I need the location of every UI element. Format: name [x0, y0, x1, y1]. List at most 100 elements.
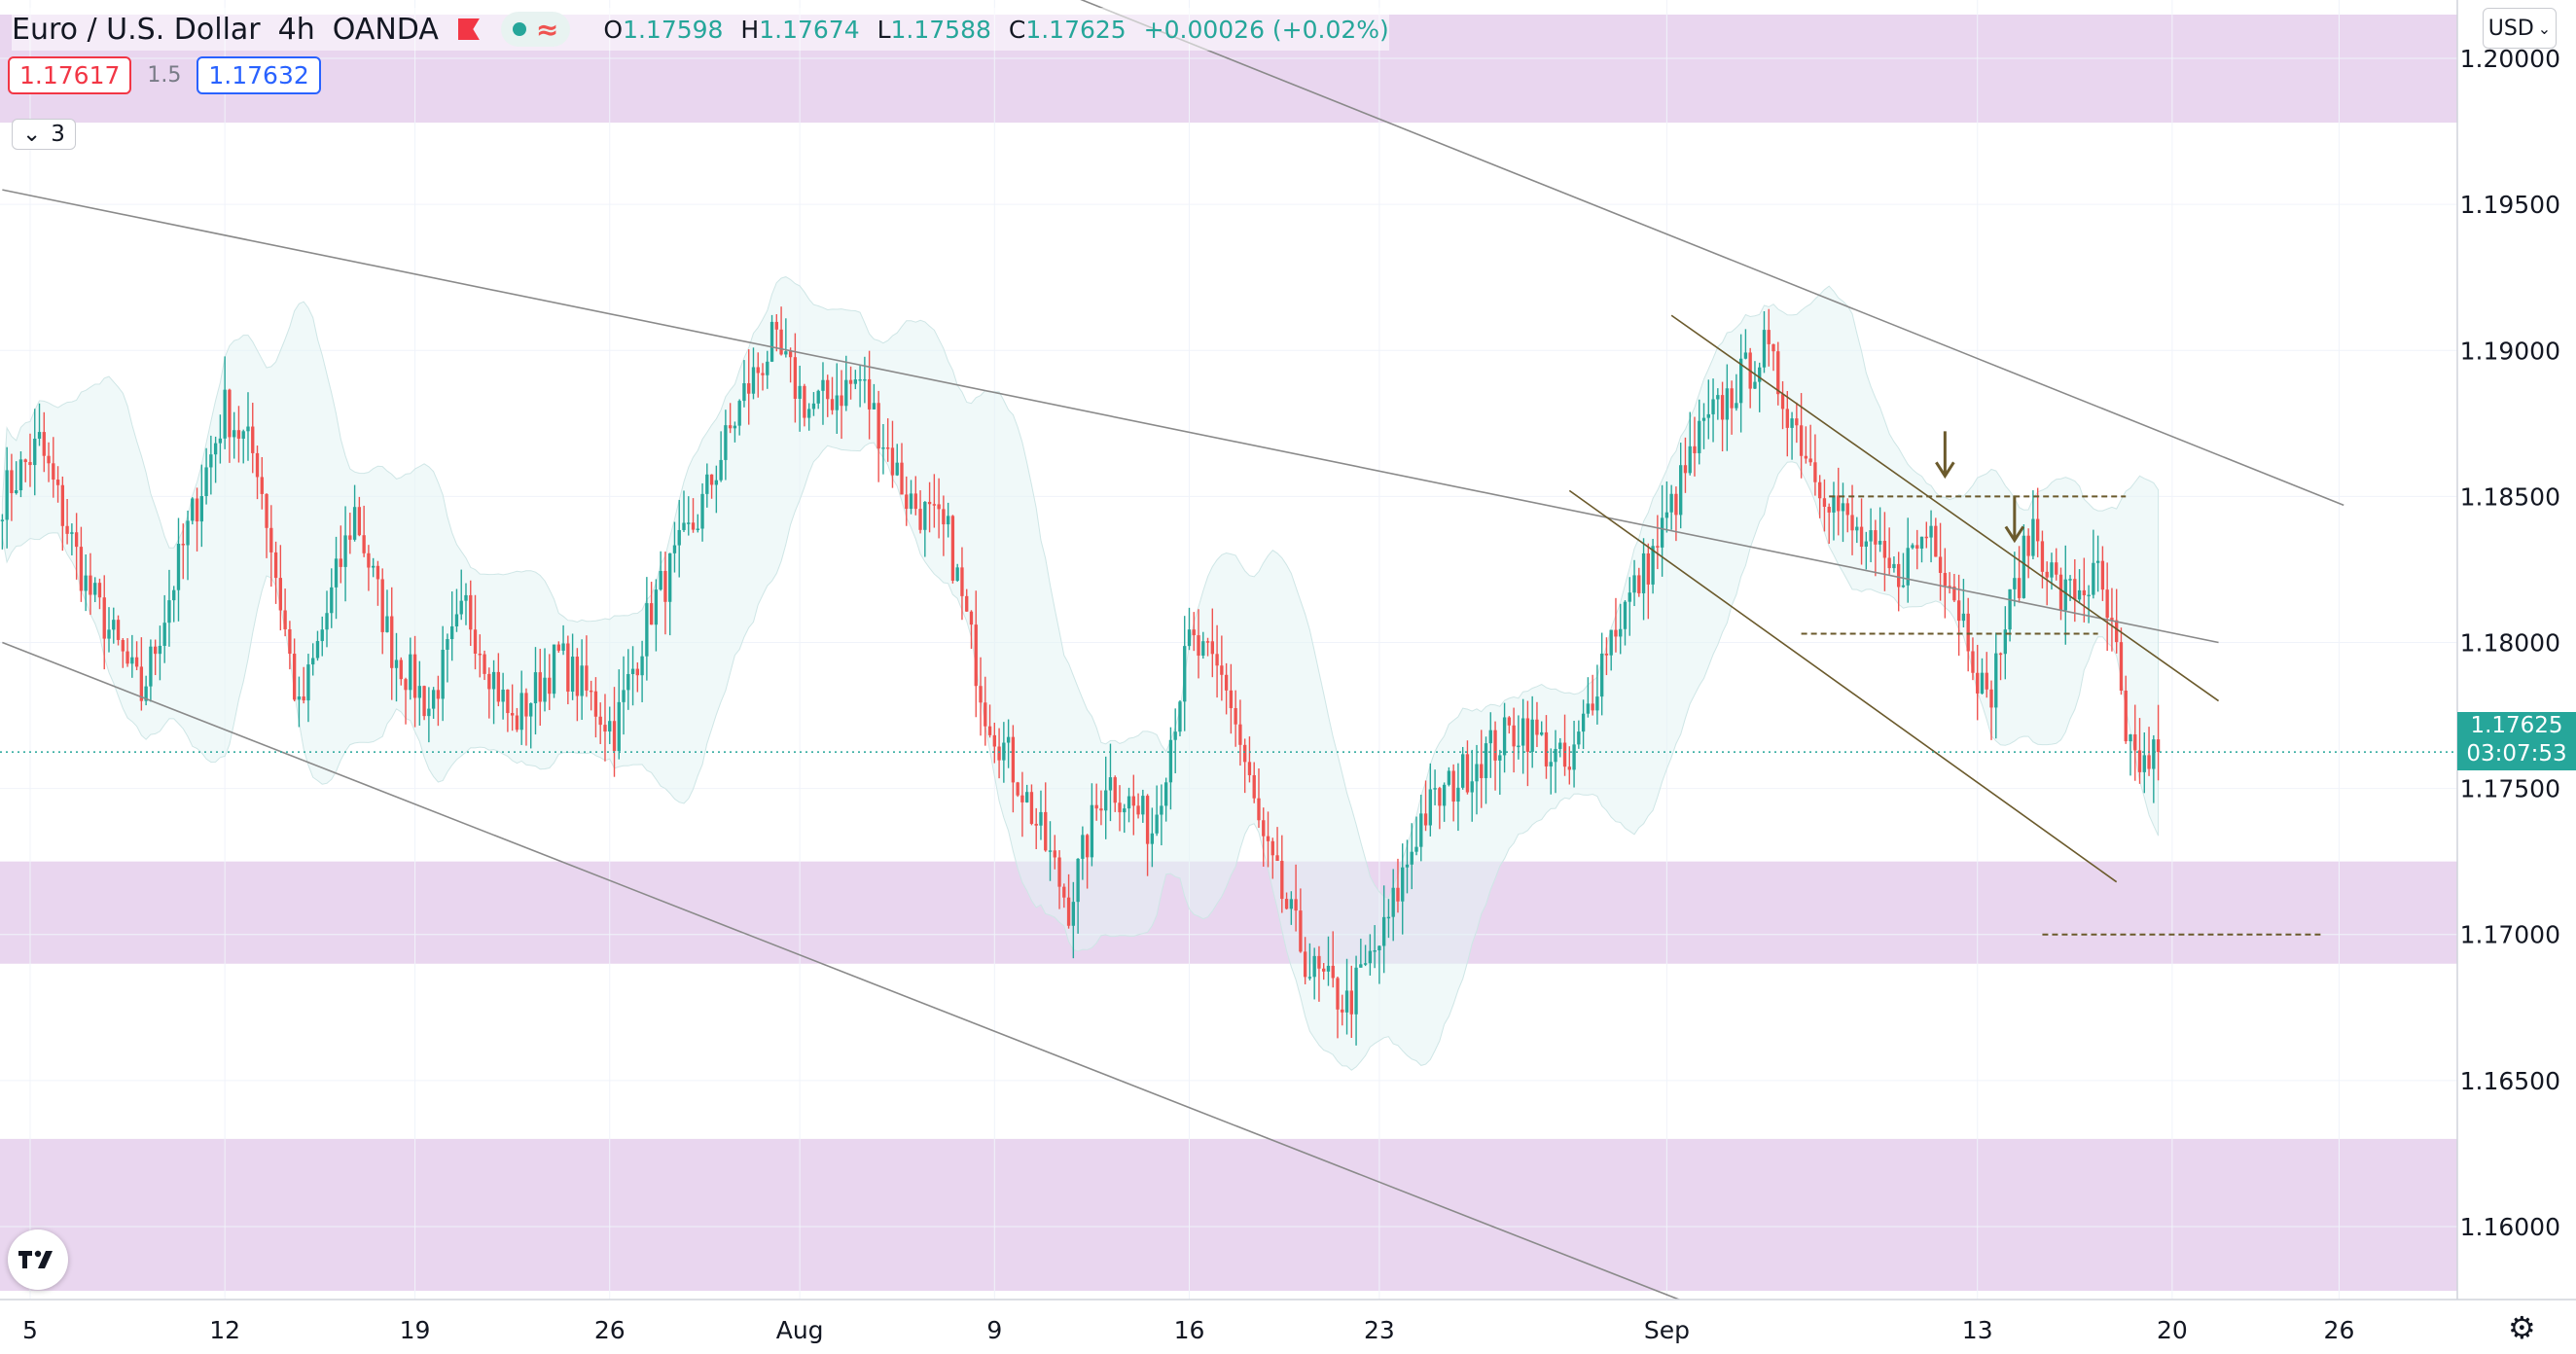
candle-body: [1442, 784, 1447, 806]
indicators-toggle-button[interactable]: ⌄ 3: [12, 119, 76, 150]
candle-body: [844, 379, 848, 407]
flag-icon[interactable]: [457, 18, 480, 40]
candle-body: [1841, 503, 1845, 512]
candle-body: [1961, 613, 1966, 622]
candle-body: [2142, 755, 2146, 772]
candle-body: [1735, 403, 1738, 409]
candle-body: [1762, 330, 1767, 368]
candle-body: [1396, 887, 1400, 902]
candle-body: [436, 690, 441, 699]
candle-body: [1057, 857, 1061, 887]
bar-countdown: 03:07:53: [2466, 741, 2567, 766]
candle-body: [255, 452, 260, 478]
candle-body: [348, 535, 352, 540]
candle-body: [672, 545, 677, 553]
symbol-title[interactable]: Euro / U.S. Dollar: [12, 12, 261, 47]
currency-button[interactable]: USD ⌄: [2483, 8, 2557, 49]
time-tick-label: 5: [22, 1316, 38, 1344]
candle-body: [696, 528, 699, 530]
candle-body: [260, 477, 264, 494]
candle-body: [1210, 641, 1214, 655]
candle-body: [102, 597, 106, 639]
candle-body: [1808, 458, 1812, 463]
candle-body: [37, 432, 42, 439]
candle-body: [1484, 743, 1488, 778]
candle-body: [501, 689, 505, 702]
candle-body: [52, 463, 55, 481]
candle-body: [1470, 781, 1474, 793]
candle-body: [1020, 795, 1024, 802]
candle-body: [441, 650, 445, 699]
candle-body: [848, 379, 853, 384]
candle-body: [2156, 739, 2161, 753]
candle-body: [2040, 541, 2045, 572]
candle-body: [709, 474, 714, 485]
candle-body: [654, 589, 659, 625]
ohlc-values: O1.17598 H1.17674 L1.17588 C1.17625 +0.0…: [603, 16, 1388, 44]
candle-body: [1619, 628, 1623, 637]
candle-body: [1363, 963, 1368, 965]
candle-body: [283, 610, 287, 629]
candle-body: [1136, 805, 1140, 815]
candle-body: [139, 666, 144, 701]
candle-body: [1572, 744, 1576, 770]
candle-body: [265, 493, 268, 528]
trend-line-channel-upper: [1670, 314, 2220, 702]
market-status[interactable]: ≈: [500, 12, 571, 47]
candle-body: [756, 367, 760, 374]
candle-body: [1919, 536, 1924, 549]
candle-body: [330, 587, 334, 614]
candle-body: [1192, 629, 1196, 636]
candle-body: [1016, 782, 1020, 796]
candle-body: [74, 532, 79, 548]
market-open-icon: [512, 22, 526, 36]
candle-body: [603, 725, 607, 732]
candle-body: [1767, 330, 1771, 344]
candle-body: [409, 654, 412, 691]
time-tick-label: 13: [1962, 1316, 1993, 1344]
candle-body: [1401, 867, 1405, 902]
buy-button[interactable]: 1.17632: [197, 56, 321, 94]
candle-body: [1123, 808, 1127, 813]
interval-label[interactable]: 4h: [277, 12, 315, 47]
candle-body: [705, 474, 709, 494]
ohlc-high: 1.17674: [759, 15, 860, 44]
candle-body: [942, 509, 946, 525]
candle-body: [1586, 703, 1591, 714]
gear-icon[interactable]: ⚙: [2508, 1309, 2536, 1346]
candle-body: [1447, 770, 1451, 785]
candle-body: [1864, 541, 1868, 547]
candle-body: [556, 644, 560, 651]
candle-body: [1614, 629, 1618, 637]
candle-body: [1066, 897, 1071, 926]
candle-body: [774, 321, 778, 330]
candle-body: [2124, 691, 2128, 742]
candle-body: [2017, 578, 2021, 598]
candle-body: [1758, 367, 1762, 382]
candle-body: [10, 470, 14, 493]
down-arrow-head-icon: [1935, 461, 1955, 480]
candle-body: [1141, 796, 1145, 815]
candle-body: [334, 558, 339, 588]
candle-body: [1799, 425, 1804, 456]
candle-body: [2092, 562, 2095, 595]
candle-body: [1730, 388, 1734, 409]
candle-body: [269, 527, 273, 552]
candle-body: [538, 672, 542, 702]
candle-body: [125, 651, 129, 664]
candle-body: [1131, 796, 1135, 806]
candle-body: [116, 620, 121, 640]
candle-body: [742, 383, 746, 402]
sell-button[interactable]: 1.17617: [8, 56, 132, 94]
candle-body: [803, 385, 806, 418]
candle-body: [246, 426, 250, 432]
candle-body: [645, 603, 649, 657]
candle-body: [1104, 790, 1108, 811]
candle-body: [1554, 748, 1557, 763]
candle-body: [608, 721, 612, 732]
candle-body: [793, 357, 798, 399]
candle-body: [807, 409, 811, 418]
candle-body: [1247, 762, 1252, 775]
tradingview-logo-icon[interactable]: [8, 1229, 68, 1290]
